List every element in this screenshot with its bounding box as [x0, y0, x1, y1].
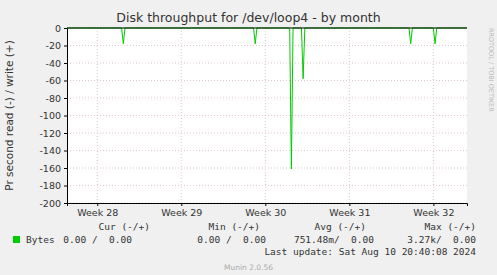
grid-line: [265, 28, 266, 203]
x-tick-mark: [349, 203, 350, 206]
y-tick-label: -200: [39, 198, 61, 209]
stats-header: Max (-/+): [425, 221, 476, 232]
y-tick: -120: [39, 128, 67, 139]
grid-line: [67, 168, 467, 169]
grid: [67, 28, 467, 203]
y-tick-mark: [64, 63, 67, 64]
x-tick-label: Week 28: [77, 207, 118, 218]
x-tick: Week 28: [77, 203, 118, 218]
y-tick: -80: [45, 93, 67, 104]
y-tick: -160: [39, 163, 67, 174]
y-tick-label: -80: [45, 93, 61, 104]
stats-value: 0.00 / 0.00: [197, 234, 266, 245]
grid-line: [97, 28, 98, 203]
y-tick: 0: [55, 23, 67, 34]
grid-line: [67, 28, 467, 29]
y-tick-label: -180: [39, 180, 61, 191]
grid-line: [67, 98, 467, 99]
x-axis-line: [68, 204, 468, 207]
grid-line: [433, 28, 434, 203]
y-tick-label: -140: [39, 145, 61, 156]
grid-line: [181, 28, 182, 203]
y-axis: 0 -20 -40 -60 -80 -100 -120 -140 -160 -180 -200: [39, 23, 67, 209]
y-tick-mark: [64, 151, 67, 152]
grid-line: [67, 150, 467, 151]
y-tick-mark: [64, 116, 67, 117]
x-tick-label: Week 32: [413, 207, 454, 218]
grid-line: [349, 28, 350, 203]
y-tick-mark: [64, 28, 67, 29]
legend-label: Bytes: [26, 234, 55, 245]
y-tick: -60: [45, 75, 67, 86]
x-tick-label: Week 29: [161, 207, 202, 218]
last-update: Last update: Sat Aug 10 20:40:08 2024: [264, 246, 476, 257]
grid-line: [67, 45, 467, 46]
y-tick-label: -100: [39, 110, 61, 121]
y-tick: -180: [39, 180, 67, 191]
x-tick: Week 31: [329, 203, 370, 218]
stats-header: Avg (-/+): [315, 221, 366, 232]
stats-header: Cur (-/+): [99, 221, 150, 232]
y-tick-mark: [64, 186, 67, 187]
y-tick: -100: [39, 110, 67, 121]
x-tick-label: Week 30: [245, 207, 286, 218]
stats-value: 0.00 / 0.00: [63, 234, 132, 245]
y-axis-line: [64, 29, 68, 204]
plot-area: [67, 28, 467, 203]
credit: Munin 2.0.56: [224, 263, 273, 272]
y-tick-label: -60: [45, 75, 61, 86]
grid-line: [67, 80, 467, 81]
zero-line: [67, 28, 467, 29]
x-tick-mark: [97, 203, 98, 206]
y-axis-title: Pr second read (-) / write (+): [3, 40, 15, 191]
y-tick: -140: [39, 145, 67, 156]
legend-swatch: [13, 236, 20, 243]
grid-line: [67, 63, 467, 64]
y-tick-label: -120: [39, 128, 61, 139]
y-tick-mark: [64, 133, 67, 134]
x-tick: Week 30: [245, 203, 286, 218]
stats-value: 3.27k/ 0.00: [407, 234, 476, 245]
y-tick-label: -20: [45, 40, 61, 51]
x-tick-label: Week 31: [329, 207, 370, 218]
background: [0, 0, 497, 275]
x-tick-mark: [433, 203, 434, 206]
y-tick: -20: [45, 40, 67, 51]
y-tick-label: -160: [39, 163, 61, 174]
title: Disk throughput for /dev/loop4 - by mont…: [116, 10, 380, 25]
y-tick-mark: [64, 168, 67, 169]
stats-header: Min (-/+): [209, 221, 260, 232]
watermark: RRDTOOL / TOBI OETIKER: [487, 28, 495, 112]
x-tick: Week 29: [161, 203, 202, 218]
y-tick-label: -40: [45, 58, 61, 69]
grid-line: [67, 115, 467, 116]
y-tick-mark: [64, 203, 67, 204]
chart: Disk throughput for /dev/loop4 - by mont…: [0, 0, 497, 275]
stats-value: 751.48m/ 0.00: [294, 234, 374, 245]
series-line: [67, 28, 467, 169]
y-tick: -200: [39, 198, 67, 209]
grid-line: [67, 133, 467, 134]
x-axis: Week 28 Week 29 Week 30 Week 31 Week 32: [68, 203, 468, 218]
plot: [67, 28, 467, 169]
y-tick-mark: [64, 98, 67, 99]
grid-line: [67, 185, 467, 186]
x-tick: Week 32: [413, 203, 454, 218]
y-tick-mark: [64, 46, 67, 47]
y-tick-mark: [64, 81, 67, 82]
y-tick-label: 0: [55, 23, 61, 34]
x-tick-mark: [265, 203, 266, 206]
y-tick: -40: [45, 58, 67, 69]
x-tick-mark: [181, 203, 182, 206]
